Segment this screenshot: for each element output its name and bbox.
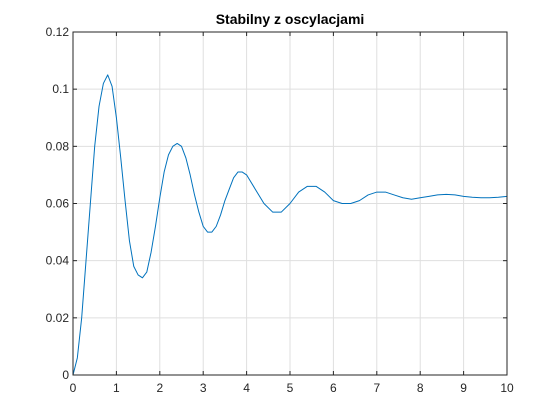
x-tick-label: 8: [417, 381, 424, 395]
chart-title: Stabilny z oscylacjami: [216, 11, 365, 27]
x-tick-label: 4: [243, 381, 250, 395]
y-tick-label: 0.04: [46, 254, 70, 268]
x-tick-label: 5: [287, 381, 294, 395]
y-tick-label: 0: [62, 368, 69, 382]
tick-labels: 0 1 2 3 4 5 6 7 8 9 10 0 0.02 0.04 0.06 0.08 0.1 0.12: [46, 25, 514, 395]
x-tick-label: 9: [460, 381, 467, 395]
x-tick-label: 1: [113, 381, 120, 395]
x-tick-label: 6: [330, 381, 337, 395]
x-tick-label: 7: [373, 381, 380, 395]
x-tick-label: 0: [70, 381, 77, 395]
y-tick-label: 0.12: [46, 25, 70, 39]
y-tick-label: 0.1: [52, 82, 69, 96]
series-layer: [72, 74, 508, 376]
grid-lines: [73, 32, 507, 375]
tick-marks: [72, 31, 508, 376]
x-tick-label: 10: [500, 381, 514, 395]
y-tick-label: 0.06: [46, 197, 70, 211]
x-tick-label: 2: [156, 381, 163, 395]
y-tick-label: 0.08: [46, 139, 70, 153]
y-tick-label: 0.02: [46, 311, 70, 325]
series-line: [72, 74, 508, 376]
x-tick-label: 3: [200, 381, 207, 395]
